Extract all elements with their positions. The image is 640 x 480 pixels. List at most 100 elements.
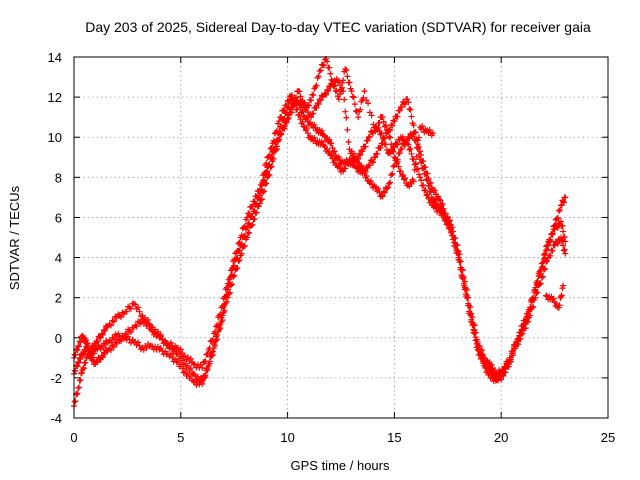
data-point-trace-b xyxy=(293,94,300,101)
data-point-trace-a xyxy=(77,377,84,384)
data-point-trace-d xyxy=(374,125,381,132)
data-point-trace-b xyxy=(415,171,422,178)
data-point-trace-b xyxy=(249,221,256,228)
data-point-trace-b xyxy=(214,335,221,342)
data-point-trace-d xyxy=(543,292,550,299)
data-point-trace-b xyxy=(258,196,265,203)
data-point-trace-c xyxy=(409,133,416,140)
data-point-trace-c xyxy=(229,265,236,272)
data-point-trace-c xyxy=(505,361,512,368)
data-point-trace-c xyxy=(328,151,335,158)
data-point-trace-c xyxy=(521,320,528,327)
data-point-trace-c xyxy=(562,194,569,201)
data-point-trace-c xyxy=(445,222,452,229)
y-tick-label: 2 xyxy=(55,291,62,306)
data-point-trace-c xyxy=(272,129,279,136)
data-point-trace-b xyxy=(157,345,164,352)
data-point-trace-b xyxy=(169,354,176,361)
data-point-trace-d xyxy=(558,293,565,300)
data-point-trace-c xyxy=(470,326,477,333)
data-point-trace-a xyxy=(110,318,117,325)
data-point-trace-b xyxy=(315,101,322,108)
data-point-trace-c xyxy=(411,136,418,143)
data-point-trace-c xyxy=(99,354,106,361)
data-point-trace-b xyxy=(560,242,567,249)
data-point-trace-c xyxy=(206,345,213,352)
data-point-trace-c xyxy=(494,375,501,382)
data-point-trace-b xyxy=(219,317,226,324)
data-point-trace-d xyxy=(398,173,405,180)
data-point-trace-a xyxy=(388,121,395,128)
data-point-trace-a xyxy=(300,113,307,120)
data-point-trace-c xyxy=(223,284,230,291)
data-point-trace-c xyxy=(481,358,488,365)
data-point-trace-c xyxy=(517,332,524,339)
data-point-trace-c xyxy=(363,173,370,180)
data-point-trace-c xyxy=(386,180,393,187)
data-point-trace-d xyxy=(263,168,270,175)
data-point-trace-c xyxy=(460,280,467,287)
data-point-trace-a xyxy=(94,338,101,345)
data-point-trace-b xyxy=(324,86,331,93)
x-tick-label: 5 xyxy=(177,430,184,445)
data-point-trace-c xyxy=(299,118,306,125)
data-point-trace-c xyxy=(550,223,557,230)
data-point-trace-b xyxy=(201,374,208,381)
data-point-trace-b xyxy=(544,257,551,264)
data-point-trace-c xyxy=(342,165,349,172)
data-point-trace-c xyxy=(476,346,483,353)
data-point-trace-a xyxy=(389,122,396,129)
data-point-trace-c xyxy=(179,350,186,357)
data-point-trace-b xyxy=(209,351,216,358)
data-point-trace-c xyxy=(530,296,537,303)
data-point-trace-b xyxy=(343,114,350,121)
data-point-trace-b xyxy=(345,138,352,145)
data-point-trace-d xyxy=(333,87,340,94)
y-tick-label: 6 xyxy=(55,210,62,225)
data-point-trace-c xyxy=(488,365,495,372)
data-point-trace-b xyxy=(420,182,427,189)
y-tick-label: -4 xyxy=(50,411,62,426)
data-point-trace-c xyxy=(477,352,484,359)
data-point-trace-b xyxy=(255,203,262,210)
data-point-trace-b xyxy=(72,352,79,359)
data-point-trace-d xyxy=(289,103,296,110)
plot-frame xyxy=(73,56,609,419)
data-point-trace-a xyxy=(108,322,115,329)
data-point-trace-c xyxy=(378,192,385,199)
data-point-trace-b xyxy=(245,230,252,237)
data-point-trace-c xyxy=(441,215,448,222)
data-point-trace-b xyxy=(368,129,375,136)
data-point-trace-c xyxy=(537,270,544,277)
x-tick-label: 10 xyxy=(280,430,294,445)
data-point-trace-c xyxy=(560,199,567,206)
data-point-trace-b xyxy=(204,367,211,374)
data-point-trace-c xyxy=(439,207,446,214)
data-point-trace-d xyxy=(379,114,386,121)
data-point-trace-a xyxy=(559,222,566,229)
data-point-trace-d xyxy=(331,82,338,89)
data-point-trace-c xyxy=(380,188,387,195)
data-point-trace-c xyxy=(383,185,390,192)
data-point-trace-a xyxy=(554,224,561,231)
data-point-trace-c xyxy=(75,359,82,366)
data-point-trace-b xyxy=(135,339,142,346)
data-point-trace-c xyxy=(453,247,460,254)
y-tick-label: 14 xyxy=(48,50,62,65)
data-point-trace-a xyxy=(320,132,327,139)
data-point-trace-a xyxy=(402,101,409,108)
data-point-trace-d xyxy=(315,73,322,80)
data-point-trace-a xyxy=(332,153,339,160)
data-point-trace-c xyxy=(522,320,529,327)
data-point-trace-c xyxy=(162,337,169,344)
data-point-trace-d xyxy=(270,148,277,155)
data-point-trace-b xyxy=(382,141,389,148)
data-point-trace-b xyxy=(257,197,264,204)
data-point-trace-c xyxy=(241,223,248,230)
data-point-trace-c xyxy=(202,358,209,365)
data-point-trace-c xyxy=(190,360,197,367)
data-point-trace-b xyxy=(560,247,567,254)
data-point-trace-b xyxy=(261,188,268,195)
data-point-trace-b xyxy=(314,100,321,107)
data-point-trace-b xyxy=(364,137,371,144)
